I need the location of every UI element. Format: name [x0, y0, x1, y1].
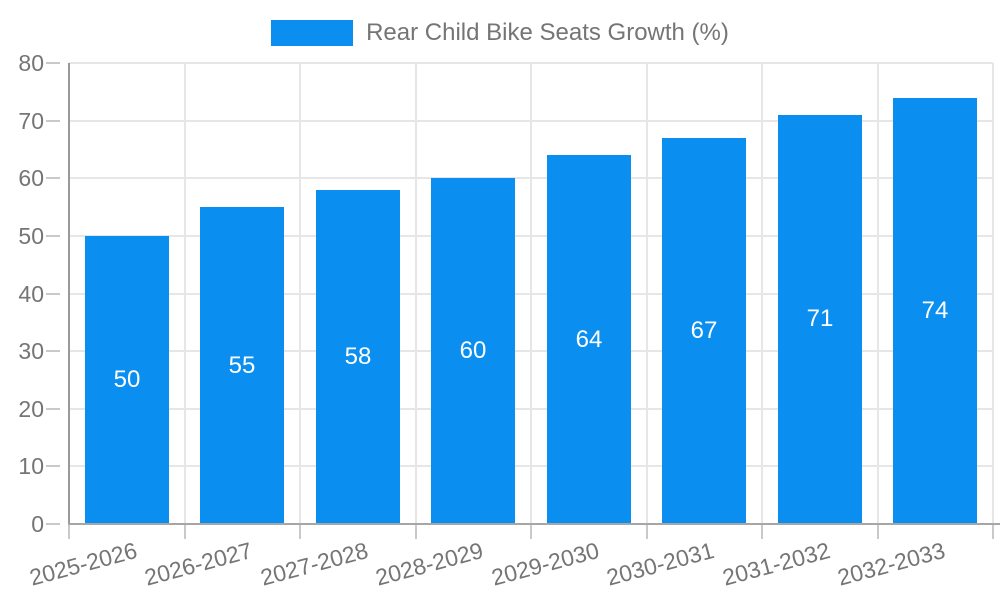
y-axis-tick: [46, 350, 60, 352]
x-tick-label: 2030-2031: [603, 537, 717, 591]
x-axis-tick: [877, 524, 879, 539]
y-axis-tick: [46, 120, 60, 122]
y-axis-tick: [46, 523, 60, 525]
x-tick-label: 2029-2030: [488, 537, 602, 591]
vertical-gridline: [877, 63, 879, 524]
y-tick-label: 30: [18, 338, 44, 364]
bar[interactable]: [316, 190, 400, 524]
bar-value-label: 60: [459, 337, 487, 364]
vertical-gridline: [646, 63, 648, 524]
y-axis-line: [68, 63, 70, 524]
y-axis-tick: [46, 62, 60, 64]
x-tick-label: 2032-2033: [834, 537, 948, 591]
y-tick-label: 80: [18, 50, 44, 76]
x-axis-tick: [530, 524, 532, 539]
bar-value-label: 50: [113, 366, 141, 393]
legend-swatch-icon: [271, 19, 354, 46]
y-axis-tick: [46, 408, 60, 410]
bar-value-label: 55: [228, 352, 256, 379]
vertical-gridline: [530, 63, 532, 524]
legend-label: Rear Child Bike Seats Growth (%): [366, 19, 729, 46]
bar-value-label: 71: [806, 305, 834, 332]
vertical-gridline: [992, 63, 994, 524]
x-axis-line: [68, 523, 1000, 525]
x-axis-tick: [992, 524, 994, 539]
x-axis-tick: [761, 524, 763, 539]
x-tick-label: 2026-2027: [141, 537, 255, 591]
vertical-gridline: [184, 63, 186, 524]
bar[interactable]: [778, 115, 862, 524]
vertical-gridline: [761, 63, 763, 524]
x-axis-tick: [68, 524, 70, 539]
x-tick-label: 2027-2028: [257, 537, 371, 591]
bar[interactable]: [547, 155, 631, 524]
y-tick-label: 20: [18, 396, 44, 422]
bar-value-label: 74: [921, 297, 949, 324]
x-tick-label: 2025-2026: [26, 537, 140, 591]
y-tick-label: 60: [18, 165, 44, 191]
x-axis-tick: [184, 524, 186, 539]
y-axis-tick: [46, 177, 60, 179]
y-tick-label: 40: [18, 281, 44, 307]
y-tick-label: 50: [18, 223, 44, 249]
bar-value-label: 67: [690, 317, 718, 344]
vertical-gridline: [299, 63, 301, 524]
y-axis-tick: [46, 293, 60, 295]
y-tick-label: 10: [18, 453, 44, 479]
y-axis-tick: [46, 235, 60, 237]
x-tick-label: 2031-2032: [719, 537, 833, 591]
bar[interactable]: [431, 178, 515, 524]
y-axis-tick: [46, 465, 60, 467]
bar[interactable]: [662, 138, 746, 524]
bar[interactable]: [200, 207, 284, 524]
bar[interactable]: [85, 236, 169, 524]
plot-area: 2032-2033 74 2031-2032 71 2030-2031 67 2029-20…: [18, 50, 1000, 591]
bar-value-label: 64: [575, 326, 603, 353]
x-axis-tick: [646, 524, 648, 539]
x-tick-label: 2028-2029: [372, 537, 486, 591]
x-axis-tick: [415, 524, 417, 539]
vertical-gridline: [415, 63, 417, 524]
y-tick-label: 0: [31, 511, 44, 537]
x-axis-tick: [299, 524, 301, 539]
y-tick-label: 70: [18, 108, 44, 134]
bar-value-label: 58: [344, 343, 372, 370]
bar[interactable]: [893, 98, 977, 524]
legend[interactable]: Rear Child Bike Seats Growth (%): [0, 19, 1000, 46]
